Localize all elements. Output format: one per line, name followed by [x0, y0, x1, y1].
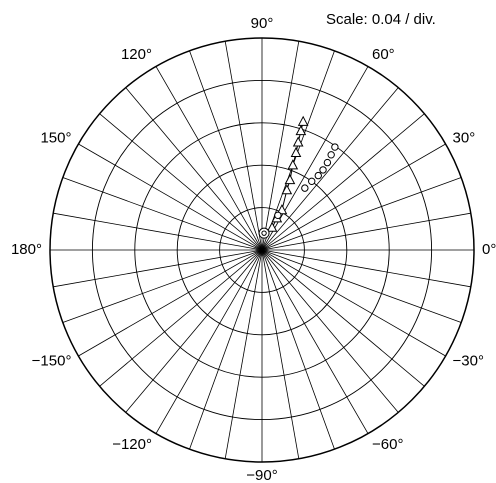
point: [297, 115, 309, 126]
point: [281, 184, 293, 195]
spoke: [261, 41, 300, 251]
spoke: [261, 249, 425, 387]
point: [266, 221, 278, 232]
point: [301, 184, 309, 192]
spoke: [62, 249, 263, 323]
spoke: [155, 249, 263, 434]
spoke: [224, 249, 263, 459]
spoke: [261, 249, 300, 459]
theta-tick-label: −30°: [453, 352, 484, 369]
point: [308, 177, 316, 186]
spoke: [261, 212, 471, 251]
point: [290, 146, 302, 157]
spoke: [261, 50, 335, 251]
spoke: [99, 113, 263, 251]
theta-tick-label: 30°: [453, 129, 476, 146]
spoke: [155, 66, 263, 251]
spoke: [261, 113, 425, 251]
spoke: [261, 249, 471, 288]
spoke: [224, 41, 263, 251]
spoke: [78, 249, 263, 357]
ring: [91, 79, 433, 421]
theta-tick-label: 150°: [40, 129, 71, 146]
spoke: [78, 143, 263, 251]
spoke: [261, 249, 462, 323]
spoke: [125, 249, 263, 413]
point: [292, 136, 304, 147]
point: [323, 158, 332, 167]
point: [274, 211, 282, 220]
spoke: [261, 249, 369, 434]
spoke: [53, 249, 263, 288]
theta-tick-label: −120°: [112, 436, 152, 453]
ring: [134, 122, 390, 378]
point: [287, 159, 299, 170]
point: [284, 174, 296, 185]
spoke: [99, 249, 263, 387]
theta-tick-label: 90°: [251, 15, 274, 32]
spoke: [261, 249, 399, 413]
point: [314, 171, 322, 180]
ring: [176, 164, 348, 336]
theta-tick-label: 180°: [11, 241, 42, 258]
point: [319, 166, 327, 174]
spoke: [261, 177, 462, 251]
theta-tick-label: −90°: [246, 467, 277, 483]
spoke: [261, 143, 446, 251]
spoke: [189, 249, 263, 450]
point: [276, 204, 288, 215]
point: [327, 151, 335, 159]
theta-tick-label: −150°: [32, 352, 72, 369]
ring: [49, 37, 475, 463]
point: [258, 227, 270, 239]
point: [331, 143, 339, 151]
chart-subtitle: Scale: 0.04 / div.: [326, 11, 436, 28]
spoke: [261, 249, 335, 450]
spoke: [261, 87, 399, 251]
point-inner: [261, 230, 267, 236]
spoke: [62, 177, 263, 251]
theta-tick-label: 60°: [372, 46, 395, 63]
spoke: [189, 50, 263, 251]
spoke: [53, 212, 263, 251]
theta-tick-label: −60°: [372, 436, 403, 453]
ring: [219, 207, 305, 293]
spoke: [261, 249, 446, 357]
point: [295, 125, 307, 136]
theta-tick-label: 0°: [482, 241, 496, 258]
theta-tick-label: 120°: [121, 46, 152, 63]
spoke: [125, 87, 263, 251]
